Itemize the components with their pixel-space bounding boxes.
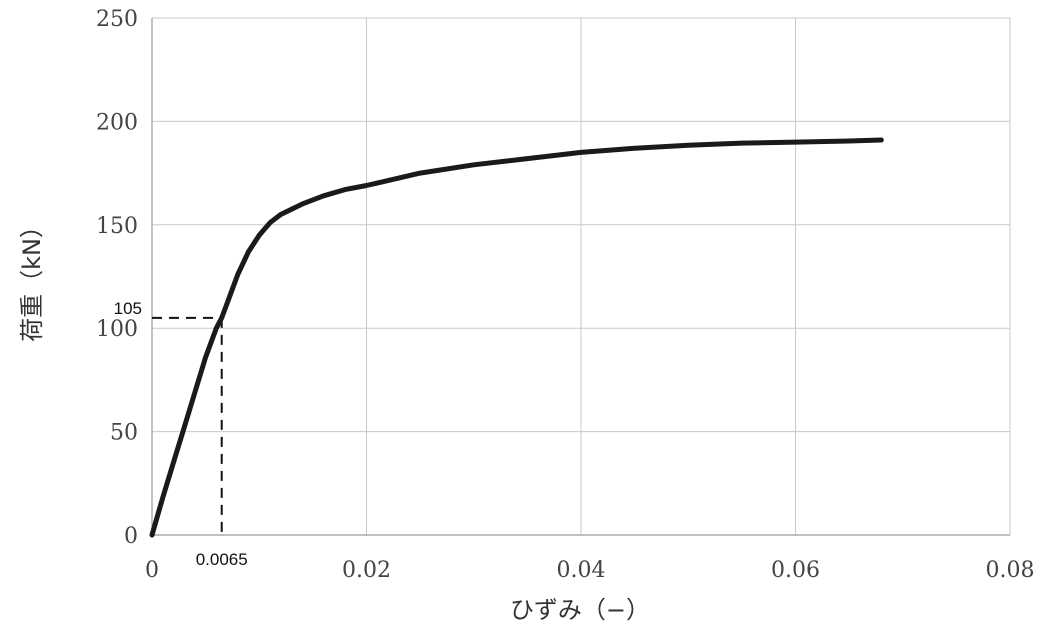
x-tick-label: 0.04 (557, 558, 606, 583)
x-tick-label: 0 (145, 558, 159, 583)
annotation-labels: 105 0.0065 (114, 299, 248, 569)
x-tick-label: 0.02 (342, 558, 391, 583)
annotation-label-strain: 0.0065 (196, 550, 248, 569)
y-tick-label: 150 (96, 214, 138, 239)
tick-labels: 0 50 100 150 200 250 0 0.02 0.04 0.06 0.08 (96, 7, 1034, 583)
series-layer (149, 137, 884, 538)
x-axis-title: ひずみ（−） (510, 596, 650, 624)
axes (151, 18, 1010, 536)
y-axis-title: 荷重（kN） (18, 214, 46, 342)
annotation-label-load: 105 (114, 299, 142, 318)
y-tick-label: 50 (110, 421, 138, 446)
annotation-guides (152, 316, 223, 535)
y-tick-label: 0 (124, 524, 138, 549)
x-tick-label: 0.08 (986, 558, 1035, 583)
y-tick-label: 200 (96, 110, 138, 135)
series-line (149, 137, 884, 538)
grid-lines (152, 17, 1011, 535)
y-tick-label: 250 (96, 7, 138, 32)
y-tick-label: 100 (96, 317, 138, 342)
x-tick-label: 0.06 (771, 558, 820, 583)
